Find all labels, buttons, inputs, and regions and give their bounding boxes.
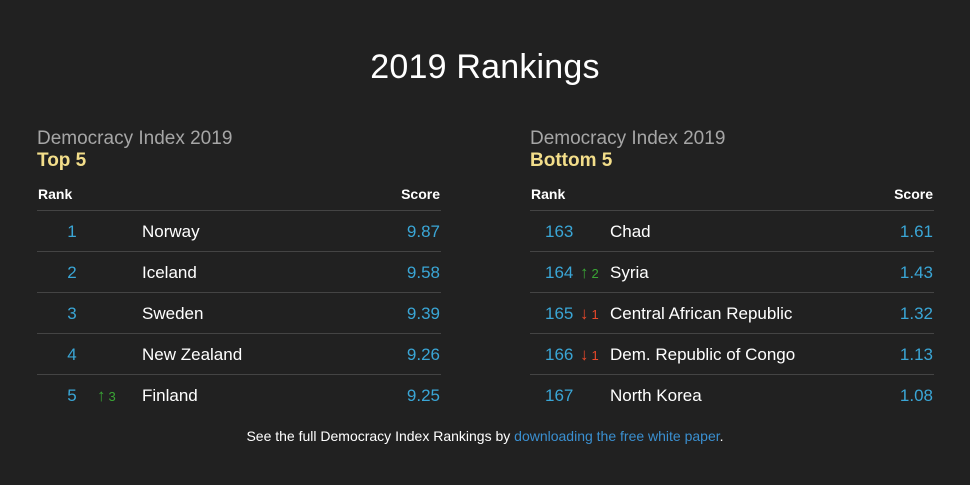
table-row: 164 ↑ 2 Syria 1.43: [530, 252, 934, 293]
rank-change: ↓ 1: [580, 345, 599, 365]
rank-change: ↑ 2: [580, 263, 599, 283]
footer-period: .: [719, 428, 724, 444]
country-cell: Sweden: [142, 304, 204, 323]
score-cell: 1.43: [899, 263, 933, 282]
panel-subtitle: Top 5: [37, 150, 87, 171]
score-cell: 1.61: [899, 222, 933, 241]
rank-change-value: 3: [108, 389, 116, 404]
table-row: 5 ↑ 3 Finland 9.25: [37, 375, 441, 415]
rank-change: ↓ 1: [580, 304, 599, 324]
rank-change-value: 2: [591, 266, 599, 281]
score-cell: 9.58: [406, 263, 440, 282]
panel-title: Democracy Index 2019: [530, 128, 726, 149]
score-cell: 9.87: [406, 222, 440, 241]
page-title: 2019 Rankings: [370, 48, 600, 86]
panel-title: Democracy Index 2019: [37, 128, 233, 149]
rank-change-value: 1: [591, 307, 599, 322]
score-column-header: Score: [894, 186, 933, 202]
country-cell: Dem. Republic of Congo: [610, 345, 796, 364]
country-cell: New Zealand: [142, 345, 243, 364]
panel-subtitle: Bottom 5: [530, 150, 613, 171]
arrow-down-icon: ↓: [580, 345, 589, 364]
table-row: 163 Chad 1.61: [530, 211, 934, 252]
score-cell: 9.25: [406, 386, 440, 405]
rank-cell: 4: [67, 345, 77, 364]
score-cell: 9.26: [406, 345, 440, 364]
table-row: 166 ↓ 1 Dem. Republic of Congo 1.13: [530, 334, 934, 375]
country-cell: Iceland: [142, 263, 197, 282]
country-cell: North Korea: [610, 386, 702, 405]
country-cell: Syria: [610, 263, 649, 282]
arrow-up-icon: ↑: [580, 263, 589, 282]
table-row: 4 New Zealand 9.26: [37, 334, 441, 375]
score-cell: 1.08: [899, 386, 933, 405]
score-cell: 1.32: [899, 304, 933, 323]
rank-change-value: 1: [591, 348, 599, 363]
footer-text: See the full Democracy Index Rankings by: [246, 428, 515, 444]
footer-note: See the full Democracy Index Rankings by…: [0, 428, 970, 444]
rank-cell: 164: [545, 263, 574, 282]
top-5-panel: Democracy Index 2019 Top 5 Rank Score 1 …: [37, 128, 441, 415]
country-cell: Chad: [610, 222, 651, 241]
table-row: 3 Sweden 9.39: [37, 293, 441, 334]
table-body: 163 Chad 1.61 164 ↑ 2 Syria 1.43 165 ↓ 1 C…: [530, 211, 934, 415]
rank-column-header: Rank: [38, 186, 73, 202]
arrow-down-icon: ↓: [580, 304, 589, 323]
rank-cell: 1: [67, 222, 77, 241]
white-paper-download-link[interactable]: downloading the free white paper: [514, 428, 720, 444]
rank-change: ↑ 3: [97, 386, 116, 406]
rank-cell: 166: [545, 345, 574, 364]
table-header: Rank Score: [530, 182, 934, 211]
score-cell: 1.13: [899, 345, 933, 364]
country-cell: Central African Republic: [610, 304, 793, 323]
country-cell: Norway: [142, 222, 200, 241]
rank-cell: 167: [545, 386, 574, 405]
arrow-up-icon: ↑: [97, 386, 106, 405]
rank-cell: 163: [545, 222, 574, 241]
rank-cell: 5: [67, 386, 77, 405]
rank-cell: 3: [67, 304, 77, 323]
bottom-5-panel: Democracy Index 2019 Bottom 5 Rank Score…: [530, 128, 934, 415]
rank-column-header: Rank: [531, 186, 566, 202]
table-body: 1 Norway 9.87 2 Iceland 9.58 3 Sweden 9.…: [37, 211, 441, 415]
score-cell: 9.39: [406, 304, 440, 323]
table-row: 165 ↓ 1 Central African Republic 1.32: [530, 293, 934, 334]
rank-cell: 165: [545, 304, 574, 323]
country-cell: Finland: [142, 386, 198, 405]
rank-cell: 2: [67, 263, 77, 282]
table-header: Rank Score: [37, 182, 441, 211]
score-column-header: Score: [401, 186, 440, 202]
table-row: 1 Norway 9.87: [37, 211, 441, 252]
table-row: 2 Iceland 9.58: [37, 252, 441, 293]
table-row: 167 North Korea 1.08: [530, 375, 934, 415]
